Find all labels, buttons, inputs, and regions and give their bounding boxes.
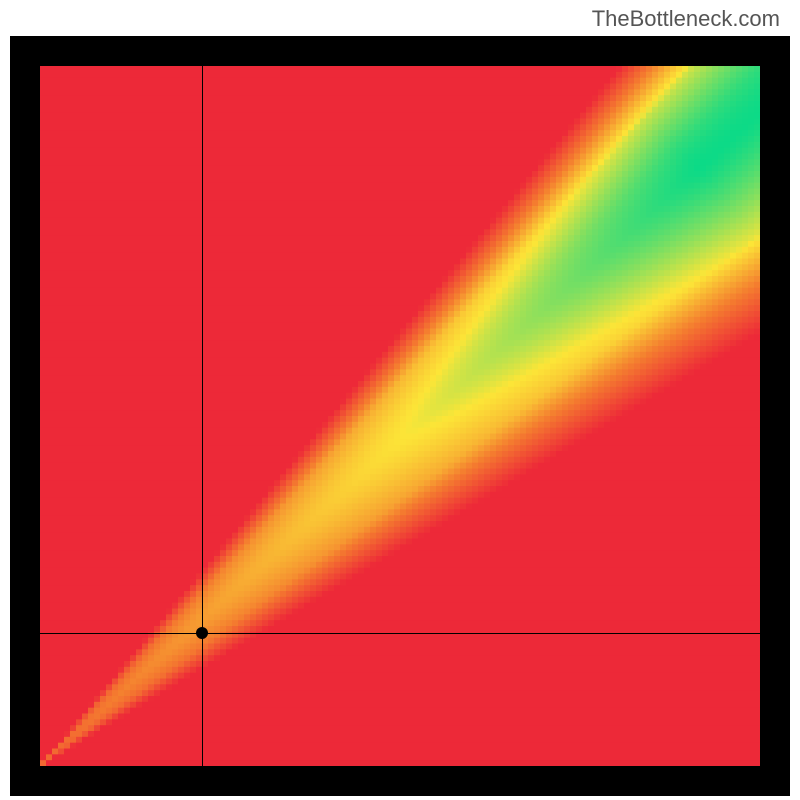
crosshair-vertical [202, 66, 203, 766]
chart-outer-frame [10, 36, 790, 796]
heatmap-svg [40, 66, 760, 766]
data-point-marker [196, 627, 208, 639]
heatmap-plot-area [40, 66, 760, 766]
crosshair-horizontal [40, 633, 760, 634]
attribution-text: TheBottleneck.com [592, 6, 780, 32]
chart-container: TheBottleneck.com [0, 0, 800, 800]
